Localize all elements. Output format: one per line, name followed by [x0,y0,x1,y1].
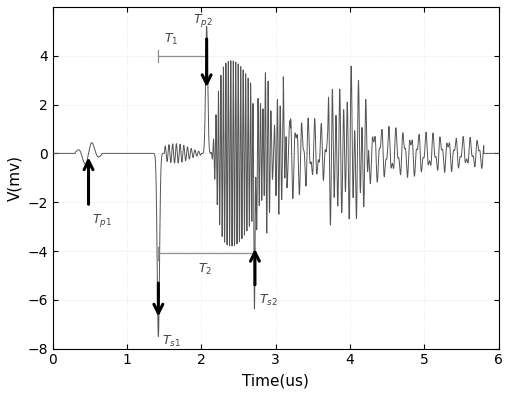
Text: $T_{p1}$: $T_{p1}$ [92,212,112,229]
Y-axis label: V(mv): V(mv) [7,155,22,201]
Text: $T_{s2}$: $T_{s2}$ [258,293,277,308]
X-axis label: Time(us): Time(us) [242,373,308,388]
Text: $T_{p2}$: $T_{p2}$ [192,12,212,29]
Text: $T_1$: $T_1$ [164,32,178,47]
Text: $T_2$: $T_2$ [197,262,212,277]
Text: $T_{s1}$: $T_{s1}$ [162,334,181,349]
